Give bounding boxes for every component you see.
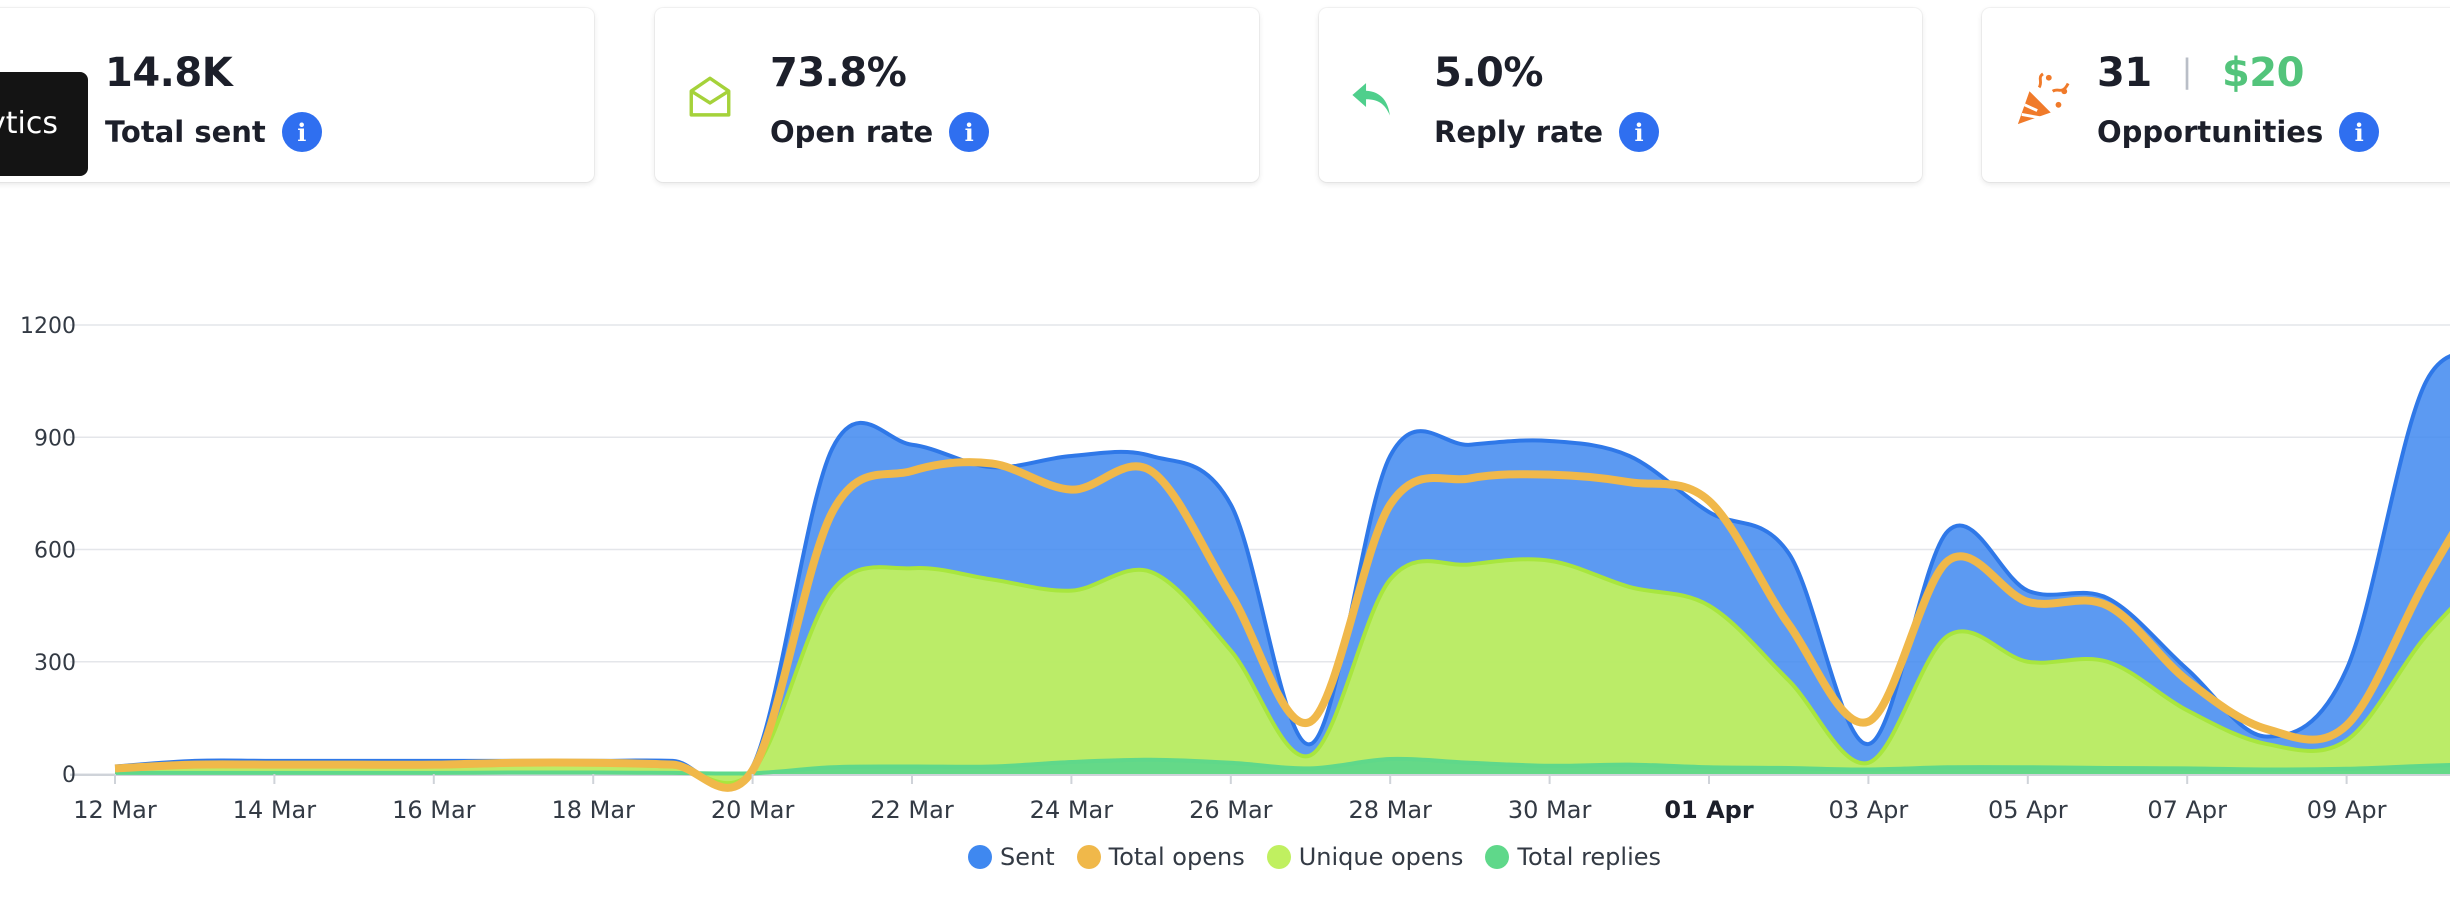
legend-label-total-opens: Total opens — [1108, 843, 1245, 871]
legend-dot-total-replies — [1485, 845, 1510, 869]
y-axis: 0 300 600 900 1200 — [20, 314, 76, 788]
opportunities-label: Opportunities — [2097, 115, 2324, 149]
legend-item-sent[interactable]: Sent — [968, 843, 1055, 871]
x-tick-label: 30 Mar — [1508, 796, 1592, 824]
total-sent-info-icon[interactable]: i — [281, 112, 322, 152]
x-tick-label: 05 Apr — [1988, 796, 2068, 824]
legend-dot-sent — [968, 845, 992, 869]
open-rate-info-icon[interactable]: i — [949, 112, 990, 152]
open-rate-card: 73.8% Open rate i — [655, 8, 1259, 182]
x-axis: 12 Mar 14 Mar 16 Mar 18 Mar 20 Mar 22 Mar 24 M… — [73, 774, 2387, 824]
y-tick-label: 0 — [62, 763, 76, 788]
reply-rate-value: 5.0% — [1434, 50, 1543, 96]
legend-dot-total-opens — [1076, 845, 1101, 869]
series-line-total-replies — [115, 756, 2450, 776]
tooltip-text: ytics — [0, 106, 58, 141]
x-tick-label: 09 Apr — [2307, 796, 2387, 824]
x-tick-label: 03 Apr — [1829, 796, 1909, 824]
legend-label-sent: Sent — [1000, 843, 1055, 871]
x-tick-label: 12 Mar — [73, 796, 157, 824]
y-tick-label: 600 — [34, 539, 76, 564]
reply-arrow-icon — [1352, 83, 1390, 116]
opportunities-money: $20 — [2221, 50, 2305, 96]
total-sent-card: 14.8K Total sent i — [0, 8, 594, 182]
x-tick-label: 20 Mar — [711, 796, 795, 824]
opportunities-value: 31 | $20 — [2097, 50, 2304, 96]
series-line-total-opens — [114, 458, 2450, 792]
y-tick-label: 900 — [34, 426, 76, 451]
legend-label-total-replies: Total replies — [1517, 843, 1662, 871]
opportunities-count: 31 — [2097, 50, 2152, 96]
open-rate-label: Open rate — [770, 115, 934, 149]
legend-label-unique-opens: Unique opens — [1298, 843, 1464, 871]
x-tick-label: 01 Apr — [1664, 796, 1754, 824]
x-tick-label: 22 Mar — [870, 796, 954, 824]
y-tick-label: 1200 — [20, 314, 76, 339]
email-activity-chart: 0 300 600 900 1200 12 Mar 14 Mar 16 Mar 18 Mar 2… — [20, 314, 2450, 824]
series-area-unique-opens — [115, 559, 2450, 784]
reply-rate-label: Reply rate — [1434, 115, 1604, 149]
x-tick-label: 28 Mar — [1348, 796, 1432, 824]
legend-dot-unique-opens — [1266, 845, 1291, 869]
legend-item-total-opens[interactable]: Total opens — [1076, 843, 1245, 871]
legend-item-unique-opens[interactable]: Unique opens — [1266, 843, 1464, 871]
legend-item-total-replies[interactable]: Total replies — [1485, 843, 1661, 871]
opportunities-card: 31 | $20 Opportunities i — [1982, 8, 2450, 182]
x-tick-label: 26 Mar — [1189, 796, 1273, 824]
opportunities-info-icon[interactable]: i — [2339, 112, 2380, 152]
open-envelope-icon — [689, 76, 731, 117]
total-sent-value: 14.8K — [105, 50, 233, 96]
reply-rate-card: 5.0% Reply rate i — [1319, 8, 1922, 182]
value-separator: | — [2181, 52, 2193, 90]
series-areas — [114, 354, 2450, 792]
x-tick-label: 07 Apr — [2147, 796, 2227, 824]
analytics-tooltip: ytics — [0, 72, 88, 176]
open-rate-value: 73.8% — [770, 50, 907, 96]
x-tick-label: 14 Mar — [233, 796, 317, 824]
x-tick-label: 16 Mar — [392, 796, 476, 824]
reply-rate-info-icon[interactable]: i — [1619, 112, 1660, 152]
y-tick-label: 300 — [34, 651, 76, 676]
chart-legend: Sent Total opens Unique opens Total repl… — [968, 843, 1661, 871]
total-sent-label: Total sent — [105, 115, 266, 149]
x-tick-label: 24 Mar — [1030, 796, 1114, 824]
party-popper-icon — [2017, 72, 2070, 125]
x-tick-label: 18 Mar — [551, 796, 635, 824]
